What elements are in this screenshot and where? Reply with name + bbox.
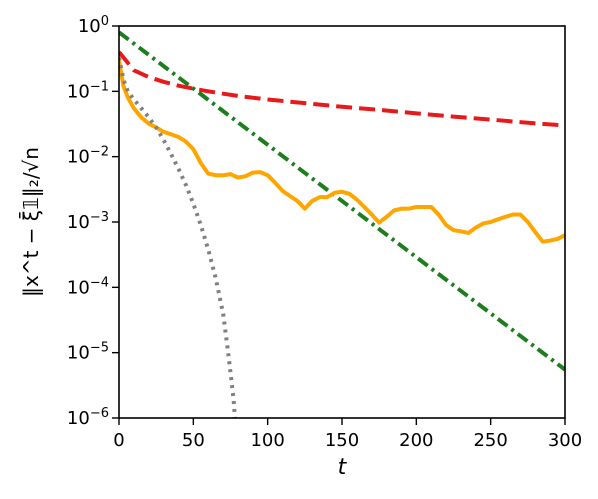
series-line-0 [119,50,565,128]
y-tick-label: 10−4 [67,275,109,299]
x-tick-label: 0 [113,430,124,451]
series-line-2 [119,59,565,244]
y-tick-label: 100 [78,14,109,38]
y-tick-label: 10−2 [67,144,109,168]
x-tick-label: 300 [548,430,582,451]
x-tick-label: 100 [250,430,284,451]
series-layer [119,30,565,418]
y-tick-label: 10−3 [67,210,109,234]
x-tick-label: 50 [182,430,205,451]
x-tick-label: 250 [473,430,507,451]
y-tick-label: 10−5 [67,340,109,364]
y-tick-label: 10−1 [67,79,109,103]
y-axis-label: ‖x^t − ξ̄𝟙‖₂/√n [18,147,43,297]
x-axis-label: t [338,455,348,480]
x-tick-label: 200 [399,430,433,451]
x-tick-label: 150 [325,430,359,451]
y-tick-label: 10−6 [67,406,109,430]
series-line-1 [119,30,565,372]
ticks-layer: 0 50 100 150 200 250 300 10−6 10−5 10−4 10−3 10−2 10… [67,14,582,452]
series-line-3 [119,57,237,418]
